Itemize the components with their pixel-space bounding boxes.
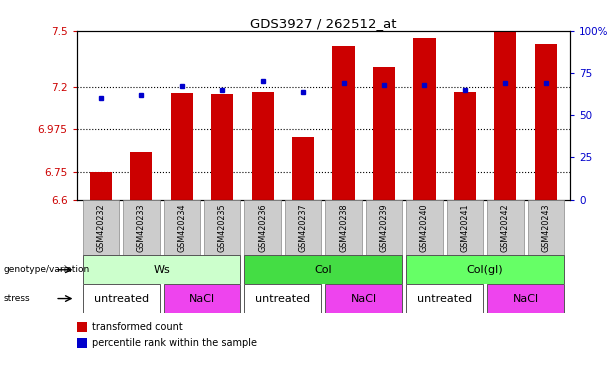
Bar [89, 172, 112, 200]
Text: genotype/variation: genotype/variation [3, 265, 89, 274]
Bar [211, 94, 234, 200]
Bar [245, 200, 281, 255]
Bar [332, 46, 355, 200]
Bar [406, 255, 564, 284]
Bar [406, 200, 443, 255]
Text: stress: stress [3, 294, 29, 303]
Bar [77, 322, 88, 332]
Text: GSM420240: GSM420240 [420, 203, 429, 252]
Text: GSM420233: GSM420233 [137, 203, 146, 252]
Bar [366, 200, 402, 255]
Bar [83, 255, 240, 284]
Bar [326, 284, 402, 313]
Text: Ws: Ws [153, 265, 170, 275]
Text: GSM420238: GSM420238 [339, 203, 348, 252]
Bar [406, 284, 483, 313]
Bar [170, 93, 193, 200]
Bar [251, 92, 274, 200]
Bar [494, 31, 517, 200]
Text: GSM420241: GSM420241 [460, 203, 470, 252]
Text: GSM420232: GSM420232 [96, 203, 105, 252]
Text: NaCl: NaCl [351, 293, 377, 304]
Text: GSM420234: GSM420234 [177, 203, 186, 252]
Text: Col(gl): Col(gl) [467, 265, 503, 275]
Bar [413, 38, 436, 200]
Text: NaCl: NaCl [512, 293, 539, 304]
Text: GSM420237: GSM420237 [299, 203, 308, 252]
Bar [373, 67, 395, 200]
Bar [292, 137, 314, 200]
Bar [164, 284, 240, 313]
Bar [123, 200, 159, 255]
Bar [326, 200, 362, 255]
Text: Col: Col [314, 265, 332, 275]
Bar [487, 284, 564, 313]
Bar [204, 200, 240, 255]
Text: GSM420239: GSM420239 [379, 203, 389, 252]
Bar [83, 200, 119, 255]
Text: percentile rank within the sample: percentile rank within the sample [93, 338, 257, 348]
Bar [164, 200, 200, 255]
Bar [245, 255, 402, 284]
Bar [130, 152, 153, 200]
Text: untreated: untreated [417, 293, 472, 304]
Text: untreated: untreated [256, 293, 310, 304]
Bar [447, 200, 483, 255]
Text: GSM420243: GSM420243 [541, 203, 550, 252]
Text: untreated: untreated [94, 293, 149, 304]
Bar [535, 44, 557, 200]
Bar [528, 200, 564, 255]
Text: GSM420242: GSM420242 [501, 203, 510, 252]
Text: GSM420236: GSM420236 [258, 203, 267, 252]
Bar [77, 338, 88, 348]
Bar [487, 200, 524, 255]
Bar [454, 92, 476, 200]
Text: GSM420235: GSM420235 [218, 203, 227, 252]
Title: GDS3927 / 262512_at: GDS3927 / 262512_at [250, 17, 397, 30]
Bar [285, 200, 321, 255]
Bar [83, 284, 159, 313]
Bar [245, 284, 321, 313]
Text: transformed count: transformed count [93, 322, 183, 332]
Text: NaCl: NaCl [189, 293, 215, 304]
